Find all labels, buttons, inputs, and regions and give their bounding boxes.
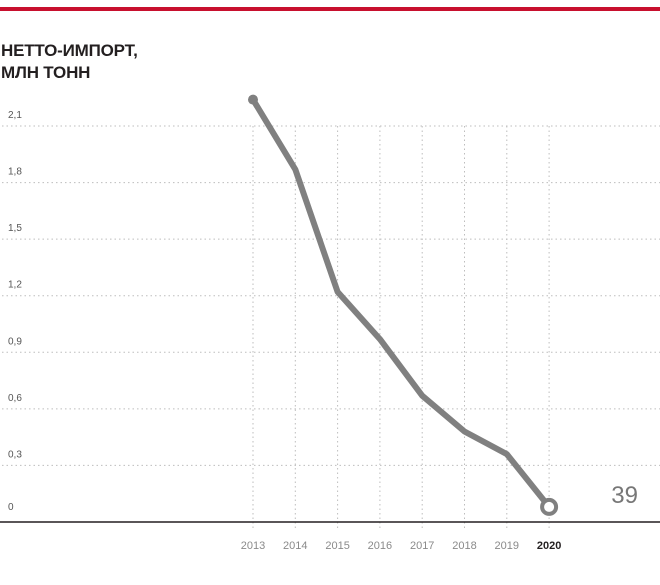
x-tick-label-2020: 2020 [537, 540, 561, 552]
data-point-2013 [248, 94, 258, 105]
series [248, 94, 559, 516]
y-tick-label-3: 0,9 [8, 336, 22, 347]
x-tick-label-2017: 2017 [410, 540, 434, 552]
x-tick-label-2013: 2013 [241, 540, 265, 552]
series-line-0 [250, 96, 553, 510]
x-tick-label-2016: 2016 [368, 540, 392, 552]
y-tick-label-0: 0 [8, 502, 14, 513]
y-tick-label-6: 1,8 [8, 167, 22, 178]
x-tick-label-2019: 2019 [495, 540, 519, 552]
top-accent-bar [0, 7, 660, 11]
y-tick-label-7: 2,1 [8, 110, 22, 121]
chart-title-line-2: МЛН ТОНН [1, 63, 91, 82]
x-tick-labels: 2013 2014 2015 2016 2017 2018 2019 2020 [241, 540, 562, 552]
page-number: 39 [611, 482, 638, 509]
x-tick-label-2015: 2015 [325, 540, 349, 552]
y-tick-label-5: 1,5 [8, 223, 22, 234]
chart-title-line-1: НЕТТО-ИМПОРТ, [1, 41, 138, 60]
x-tick-label-2018: 2018 [452, 540, 476, 552]
y-tick-label-2: 0,6 [8, 393, 22, 404]
chart-title: НЕТТО-ИМПОРТ, МЛН ТОНН [1, 40, 301, 84]
y-tick-label-4: 1,2 [8, 280, 22, 291]
y-tick-labels: 0 0,3 0,6 0,9 1,2 1,5 1,8 2,1 [8, 110, 22, 513]
grid [2, 125, 660, 530]
x-tick-label-2014: 2014 [283, 540, 307, 552]
data-point-2020 [540, 497, 559, 516]
y-tick-label-1: 0,3 [8, 449, 22, 460]
